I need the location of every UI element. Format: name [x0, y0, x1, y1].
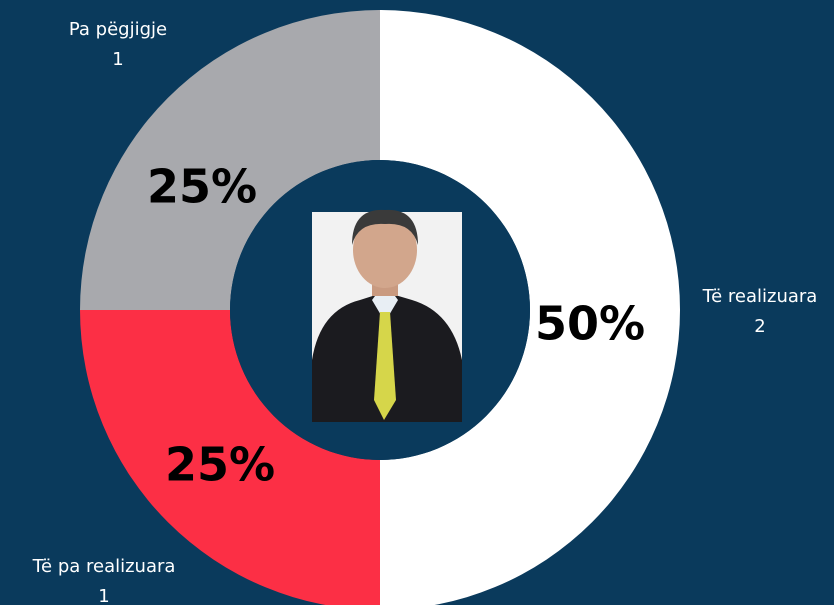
count-label: 1 [112, 49, 123, 70]
category-label: Pa pëgjigje [69, 19, 167, 40]
percent-label: 25% [147, 160, 257, 214]
photo-hair [352, 209, 418, 245]
slice [80, 10, 380, 310]
labels: Të realizuara 2 50% Të pa realizuara 1 25% Pa … [32, 19, 818, 605]
slices [80, 10, 680, 605]
percent-label: 25% [165, 438, 275, 492]
photo-shirt [372, 292, 398, 322]
category-label: Të pa realizuara [32, 556, 176, 577]
center-photo [312, 209, 462, 422]
photo-face [353, 212, 417, 288]
percent-label: 50% [535, 297, 645, 351]
photo-tie [374, 312, 396, 420]
category-label: Të realizuara [702, 286, 818, 307]
count-label: 1 [98, 586, 109, 605]
slice [80, 310, 380, 605]
count-label: 2 [754, 316, 765, 337]
slice [380, 10, 680, 605]
